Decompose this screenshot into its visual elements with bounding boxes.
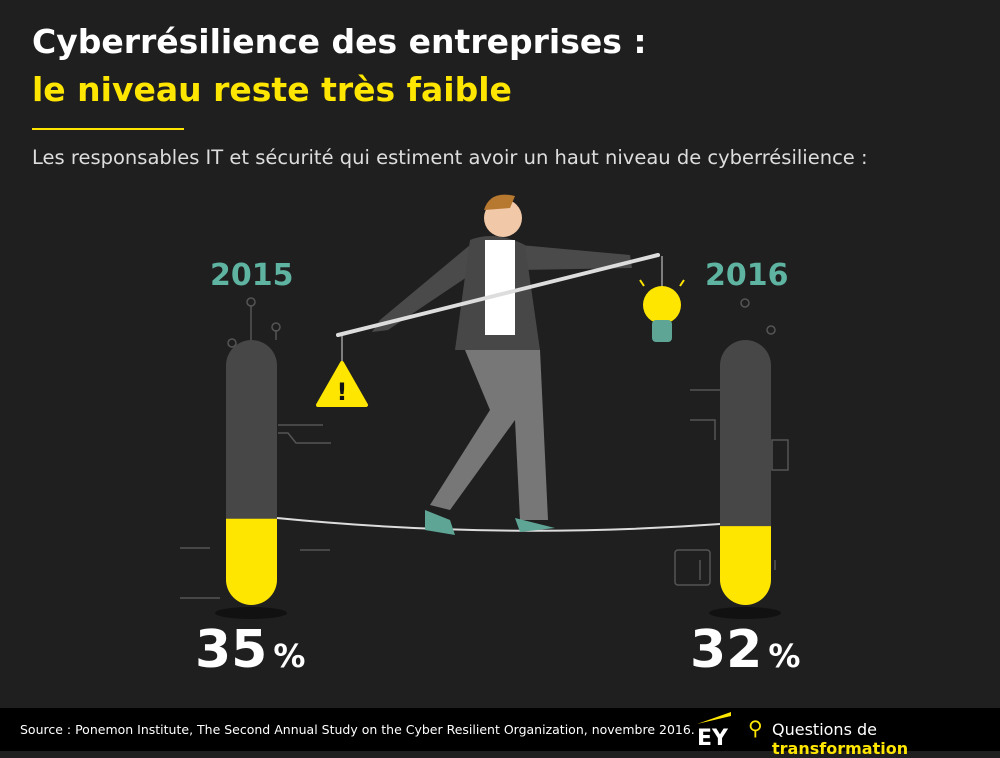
source-note: Source : Ponemon Institute, The Second A… <box>20 722 695 737</box>
footer: Source : Ponemon Institute, The Second A… <box>0 708 1000 758</box>
brand-tagline: Questions de transformation <box>772 720 909 758</box>
year-label-2015: 2015 <box>210 258 294 293</box>
tube-shadow-2016 <box>709 607 781 619</box>
balance-pole <box>336 253 660 337</box>
year-label-2016: 2016 <box>705 258 789 293</box>
title-underline <box>32 128 184 130</box>
warning-icon: ! <box>316 361 368 407</box>
lightbulb-icon <box>639 279 685 342</box>
svg-text:!: ! <box>337 378 348 406</box>
value-label-2015: 35% <box>195 620 306 680</box>
question-mark-icon: ⚲ <box>748 716 763 740</box>
title-line-1: Cyberrésilience des entreprises : <box>32 22 647 61</box>
circuit-lines <box>180 297 789 599</box>
tightrope <box>276 517 721 532</box>
illustration: ! <box>180 194 789 619</box>
value-label-2016: 32% <box>690 620 801 680</box>
subtitle: Les responsables IT et sécurité qui esti… <box>32 146 868 169</box>
tube-shadow-2015 <box>215 607 287 619</box>
ey-logo: EY <box>697 712 731 751</box>
tightrope-walker-figure <box>372 194 632 535</box>
title-line-2: le niveau reste très faible <box>32 70 512 109</box>
tube-fill-2016 <box>720 526 771 605</box>
tube-fill-2015 <box>226 518 277 605</box>
